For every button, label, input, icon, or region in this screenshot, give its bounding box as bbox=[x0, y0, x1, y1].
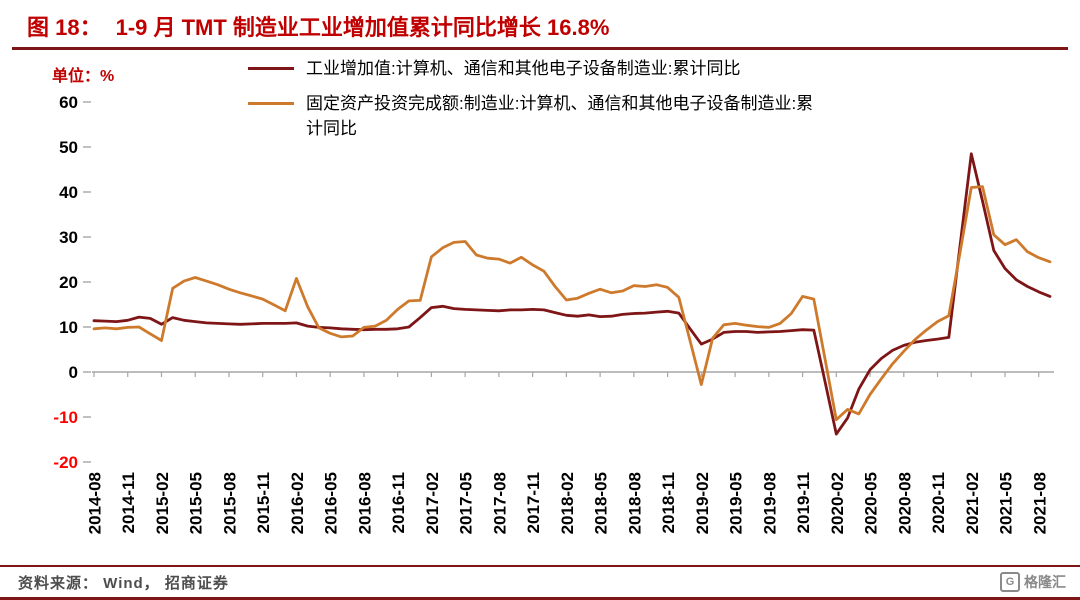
svg-text:2018-08: 2018-08 bbox=[625, 472, 644, 534]
gelonghui-logo-text: 格隆汇 bbox=[1024, 574, 1066, 590]
legend: 工业增加值:计算机、通信和其他电子设备制造业:累计同比 固定资产投资完成额:制造… bbox=[248, 56, 1018, 151]
svg-text:2021-08: 2021-08 bbox=[1030, 472, 1049, 534]
svg-text:2014-11: 2014-11 bbox=[119, 472, 138, 533]
figure-title: 图 18： 1-9 月 TMT 制造业工业增加值累计同比增长 16.8% bbox=[0, 0, 1080, 47]
svg-text:2021-05: 2021-05 bbox=[997, 472, 1016, 534]
footer-divider-bottom bbox=[0, 597, 1080, 600]
svg-text:2015-02: 2015-02 bbox=[153, 472, 172, 534]
footer: 资料来源： Wind， 招商证券 G 格隆汇 bbox=[0, 565, 1080, 600]
svg-text:20: 20 bbox=[59, 273, 78, 292]
svg-text:50: 50 bbox=[59, 138, 78, 157]
svg-text:2017-08: 2017-08 bbox=[490, 472, 509, 534]
footer-divider-top bbox=[0, 565, 1080, 567]
svg-text:2016-11: 2016-11 bbox=[389, 472, 408, 533]
svg-text:2015-05: 2015-05 bbox=[187, 472, 206, 534]
svg-text:2017-11: 2017-11 bbox=[524, 472, 543, 533]
chart-area: 2014-08 2014-11 2015-02 2015-05 2015-08 2015-… bbox=[0, 50, 1080, 570]
line-chart: 2014-08 2014-11 2015-02 2015-05 2015-08 2015-… bbox=[53, 93, 1054, 534]
svg-text:2014-08: 2014-08 bbox=[86, 472, 105, 534]
svg-text:2017-02: 2017-02 bbox=[423, 472, 442, 534]
figure-number: 图 18： bbox=[27, 15, 102, 40]
svg-text:60: 60 bbox=[59, 93, 78, 112]
svg-text:-20: -20 bbox=[53, 453, 78, 472]
svg-text:2020-02: 2020-02 bbox=[828, 472, 847, 534]
svg-text:2015-11: 2015-11 bbox=[254, 472, 273, 533]
legend-swatch-industrial-output bbox=[248, 67, 294, 70]
figure-title-text: 1-9 月 TMT 制造业工业增加值累计同比增长 16.8% bbox=[115, 15, 610, 40]
legend-label-industrial-output: 工业增加值:计算机、通信和其他电子设备制造业:累计同比 bbox=[306, 59, 741, 78]
legend-item-industrial-output: 工业增加值:计算机、通信和其他电子设备制造业:累计同比 bbox=[248, 56, 1018, 82]
svg-text:30: 30 bbox=[59, 228, 78, 247]
unit-label: 单位：% bbox=[52, 68, 115, 85]
footer-content: 资料来源： Wind， 招商证券 G 格隆汇 bbox=[0, 567, 1080, 597]
svg-text:-10: -10 bbox=[53, 408, 78, 427]
data-source: 资料来源： Wind， 招商证券 bbox=[18, 574, 229, 592]
legend-swatch-fixed-asset-investment bbox=[248, 101, 294, 105]
svg-text:2018-11: 2018-11 bbox=[659, 472, 678, 533]
svg-text:2019-11: 2019-11 bbox=[794, 472, 813, 533]
gelonghui-logo: G 格隆汇 bbox=[1000, 572, 1066, 592]
svg-text:2020-11: 2020-11 bbox=[929, 472, 948, 533]
svg-text:2020-05: 2020-05 bbox=[862, 472, 881, 534]
svg-text:40: 40 bbox=[59, 183, 78, 202]
svg-text:2019-05: 2019-05 bbox=[727, 472, 746, 534]
gelonghui-logo-icon: G bbox=[1000, 572, 1020, 592]
svg-text:2015-08: 2015-08 bbox=[220, 472, 239, 534]
title-divider bbox=[12, 47, 1068, 50]
legend-item-fixed-asset-investment: 固定资产投资完成额:制造业:计算机、通信和其他电子设备制造业:累计同比 bbox=[248, 91, 1018, 142]
svg-text:2021-02: 2021-02 bbox=[963, 472, 982, 534]
svg-text:2018-05: 2018-05 bbox=[592, 472, 611, 534]
svg-text:2016-08: 2016-08 bbox=[355, 472, 374, 534]
svg-text:0: 0 bbox=[69, 363, 78, 382]
svg-text:2016-02: 2016-02 bbox=[288, 472, 307, 534]
legend-label-fixed-asset-investment: 固定资产投资完成额:制造业:计算机、通信和其他电子设备制造业:累计同比 bbox=[306, 93, 814, 139]
svg-text:2019-08: 2019-08 bbox=[760, 472, 779, 534]
svg-text:2017-05: 2017-05 bbox=[457, 472, 476, 534]
svg-text:10: 10 bbox=[59, 318, 78, 337]
svg-text:2019-02: 2019-02 bbox=[693, 472, 712, 534]
svg-text:2020-08: 2020-08 bbox=[895, 472, 914, 534]
svg-text:2018-02: 2018-02 bbox=[558, 472, 577, 534]
svg-text:2016-05: 2016-05 bbox=[322, 472, 341, 534]
